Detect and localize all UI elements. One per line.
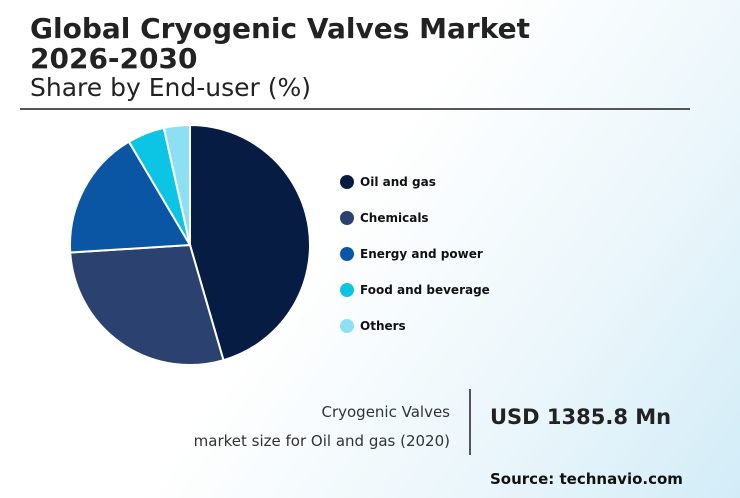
- legend-label: Others: [360, 319, 406, 333]
- legend-swatch: [340, 175, 354, 189]
- market-size-label-line2: market size for Oil and gas (2020): [193, 432, 450, 450]
- chart-title: Global Cryogenic Valves Market 2026-2030: [30, 14, 530, 74]
- legend-item-oil-and-gas: Oil and gas: [340, 172, 436, 192]
- pie-slice-chemicals: [69, 243, 225, 366]
- legend-item-food-and-beverage: Food and beverage: [340, 280, 490, 300]
- header-divider: [20, 108, 690, 110]
- legend-swatch: [340, 283, 354, 297]
- legend-swatch: [340, 319, 354, 333]
- pie-chart: [69, 123, 311, 366]
- legend-label: Oil and gas: [360, 175, 436, 189]
- source-credit: Source: technavio.com: [490, 470, 683, 488]
- legend-label: Chemicals: [360, 211, 429, 225]
- info-divider: [469, 389, 471, 455]
- chart-title-line1: Global Cryogenic Valves Market: [30, 12, 530, 45]
- legend-item-chemicals: Chemicals: [340, 208, 429, 228]
- legend-swatch: [340, 247, 354, 261]
- chart-title-line2: 2026-2030: [30, 42, 198, 75]
- pie-slice-others: [162, 123, 191, 246]
- legend-item-others: Others: [340, 316, 406, 336]
- pie-slice-energy-and-power: [69, 140, 192, 254]
- chart-subtitle: Share by End-user (%): [30, 73, 311, 102]
- market-size-label-line1: Cryogenic Valves: [321, 403, 450, 421]
- pie-slice-oil-and-gas: [189, 123, 311, 362]
- legend-label: Energy and power: [360, 247, 483, 261]
- legend-item-energy-and-power: Energy and power: [340, 244, 483, 264]
- legend-swatch: [340, 211, 354, 225]
- market-size-value: USD 1385.8 Mn: [490, 405, 672, 429]
- legend-label: Food and beverage: [360, 283, 490, 297]
- market-size-label: Cryogenic Valves market size for Oil and…: [194, 398, 450, 456]
